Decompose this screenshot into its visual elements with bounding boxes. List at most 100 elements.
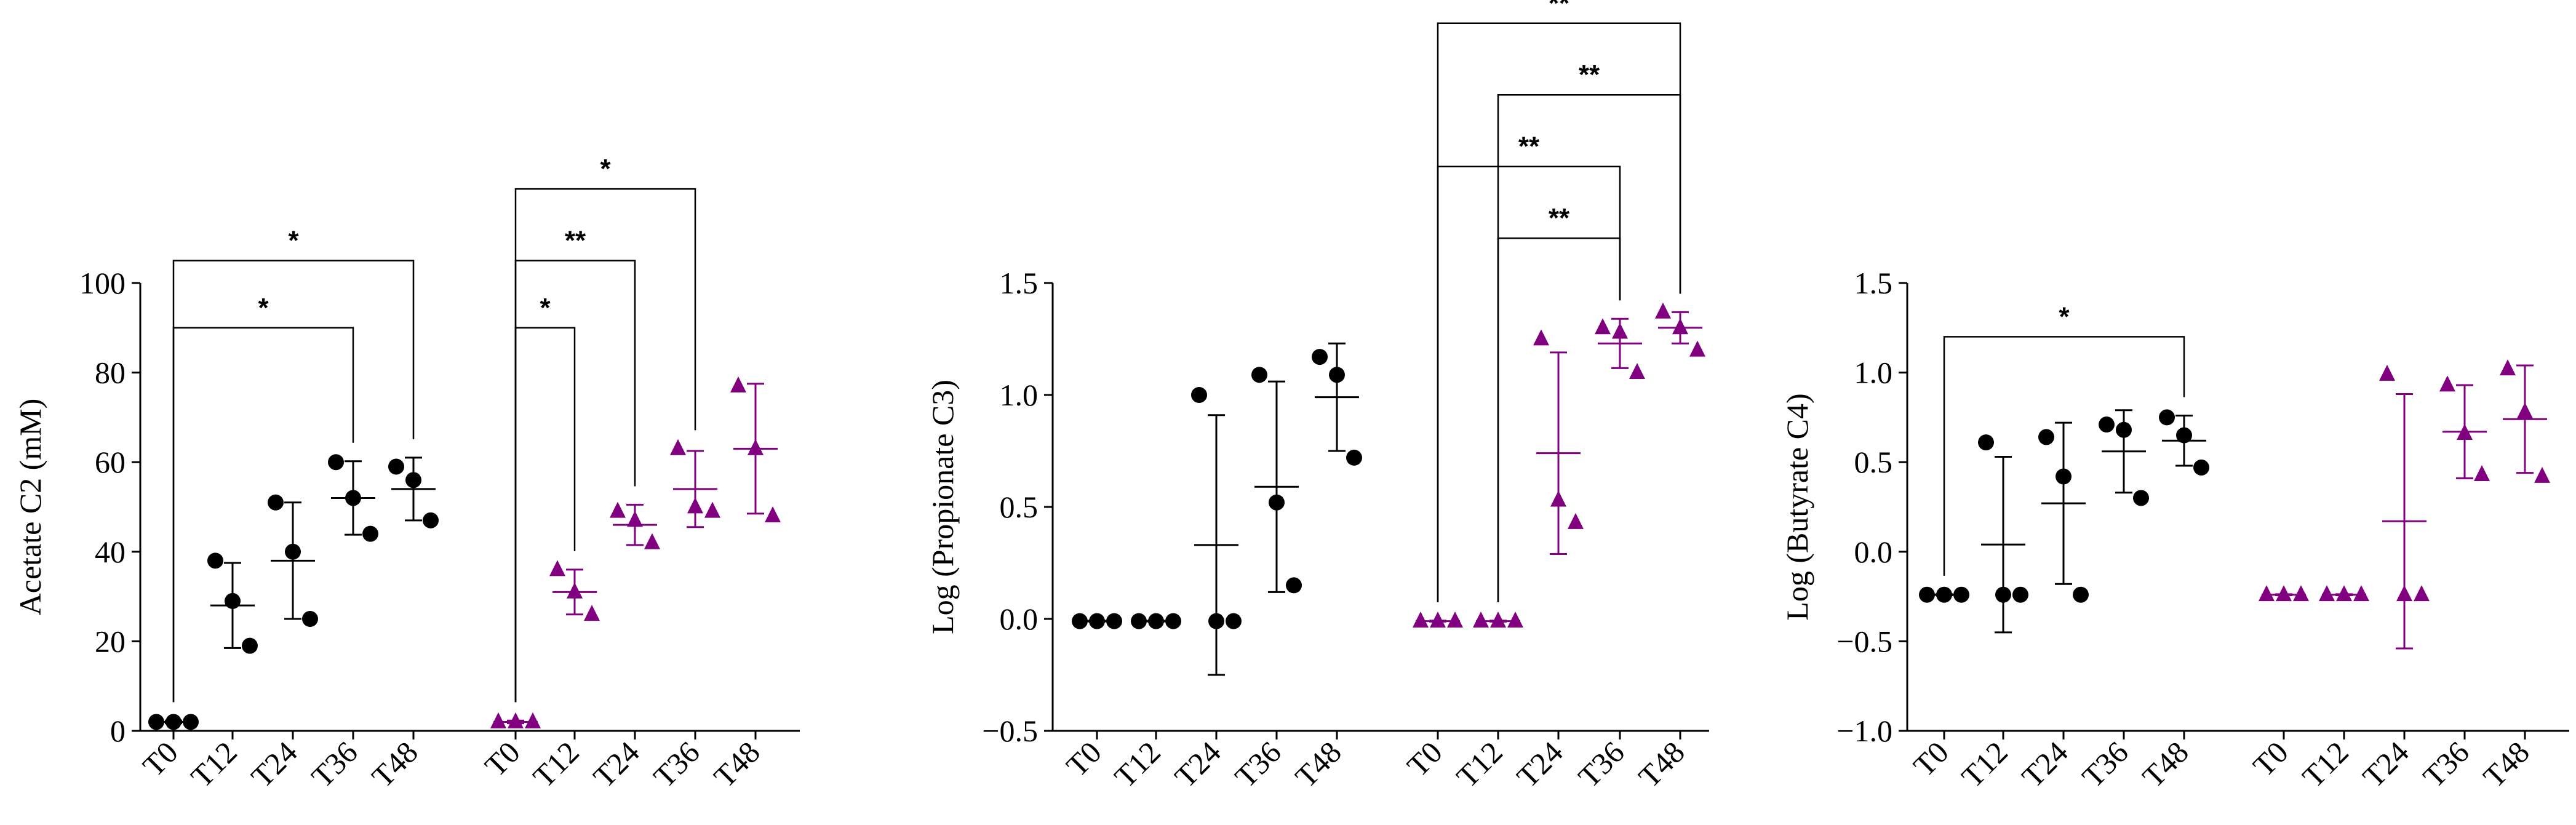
data-point	[1953, 586, 1969, 603]
data-point	[1533, 329, 1549, 346]
data-point	[1919, 586, 1935, 603]
y-tick-label: 0.5	[1000, 490, 1039, 524]
x-tick-label: T24	[2015, 735, 2075, 794]
significance-bracket	[1497, 94, 1681, 602]
significance-bracket	[514, 188, 696, 703]
data-point	[1507, 612, 1523, 628]
y-axis-title: Log (Propionate C3)	[925, 380, 960, 634]
x-tick-label: T24	[244, 735, 304, 794]
significance-bracket	[514, 327, 576, 703]
x-tick-label: T48	[2476, 735, 2536, 794]
data-point	[1430, 612, 1446, 628]
x-tick-label: T36	[1571, 735, 1631, 794]
data-point	[2133, 490, 2149, 506]
y-tick-label: 1.5	[1000, 266, 1039, 300]
data-point	[2099, 416, 2115, 433]
data-point	[490, 712, 506, 728]
significance-label: **	[565, 226, 586, 256]
x-tick-label: T0	[1059, 735, 1108, 783]
data-point	[704, 501, 720, 518]
data-point	[2116, 421, 2132, 438]
data-point	[345, 490, 361, 506]
data-point	[1329, 367, 1345, 383]
data-point	[1286, 577, 1302, 594]
data-point	[1072, 613, 1088, 629]
x-tick-label: T36	[2075, 735, 2135, 794]
significance-label: **	[1518, 132, 1540, 162]
x-tick-label: T48	[707, 735, 767, 794]
significance-label: *	[258, 293, 269, 323]
data-point	[2176, 427, 2192, 444]
y-tick-label: 100	[79, 266, 126, 300]
data-point	[2474, 464, 2490, 481]
x-tick-label: T12	[2295, 735, 2355, 794]
data-point	[183, 714, 199, 730]
data-point	[1165, 613, 1181, 629]
significance-bracket	[1943, 336, 2185, 576]
data-point	[1595, 318, 1611, 335]
data-point	[302, 611, 318, 627]
significance-bracket	[1437, 165, 1621, 602]
x-tick-label: T48	[1288, 735, 1348, 794]
data-point	[207, 552, 223, 569]
significance-label: *	[2059, 301, 2070, 332]
data-point	[1473, 612, 1489, 628]
data-point	[388, 458, 404, 475]
data-point	[2293, 585, 2309, 602]
data-point	[2073, 586, 2089, 603]
x-tick-label: T48	[2135, 735, 2195, 794]
y-tick-label: 20	[95, 624, 126, 658]
x-tick-label: T0	[2246, 735, 2295, 783]
data-point	[2159, 409, 2175, 426]
data-point	[525, 712, 541, 728]
y-tick-label: −0.5	[1836, 624, 1892, 658]
data-point	[567, 582, 583, 599]
data-point	[1447, 612, 1463, 628]
data-point	[2259, 585, 2275, 602]
data-point	[1251, 367, 1267, 383]
x-tick-label: T36	[305, 735, 364, 794]
data-point	[2500, 359, 2516, 376]
data-point	[2276, 585, 2292, 602]
significance-label: *	[288, 226, 299, 256]
data-point	[1689, 340, 1705, 357]
data-point	[1413, 612, 1429, 628]
data-point	[1106, 613, 1122, 629]
data-point	[2038, 429, 2054, 445]
data-point	[1226, 613, 1242, 629]
data-point	[1612, 322, 1628, 339]
data-point	[670, 439, 686, 455]
data-point	[165, 714, 181, 730]
x-tick-label: T48	[365, 735, 425, 794]
x-tick-label: T12	[1449, 735, 1509, 794]
x-tick-label: T36	[1228, 735, 1288, 794]
y-tick-label: 80	[95, 356, 126, 390]
data-point	[268, 494, 284, 511]
x-tick-label: T12	[526, 735, 586, 794]
data-point	[1936, 586, 1952, 603]
x-tick-label: T12	[1107, 735, 1167, 794]
data-point	[1629, 363, 1645, 379]
data-point	[242, 637, 258, 654]
data-point	[627, 511, 643, 527]
data-point	[1568, 512, 1584, 529]
x-tick-label: T24	[586, 735, 646, 794]
data-point	[1148, 613, 1164, 629]
significance-label: **	[1549, 0, 1570, 18]
y-tick-label: 1.0	[1000, 378, 1039, 412]
data-point	[2414, 585, 2430, 602]
data-point	[1312, 349, 1328, 365]
data-point	[2319, 585, 2335, 602]
significance-label: **	[1579, 60, 1600, 90]
x-tick-label: T12	[184, 735, 244, 794]
y-tick-label: 0.5	[1854, 445, 1893, 479]
data-point	[1490, 612, 1506, 628]
y-tick-label: 1.0	[1854, 356, 1893, 390]
data-point	[1131, 613, 1147, 629]
data-point	[644, 533, 660, 549]
x-tick-label: T0	[1907, 735, 1955, 783]
data-point	[748, 439, 764, 455]
data-point	[328, 454, 344, 471]
